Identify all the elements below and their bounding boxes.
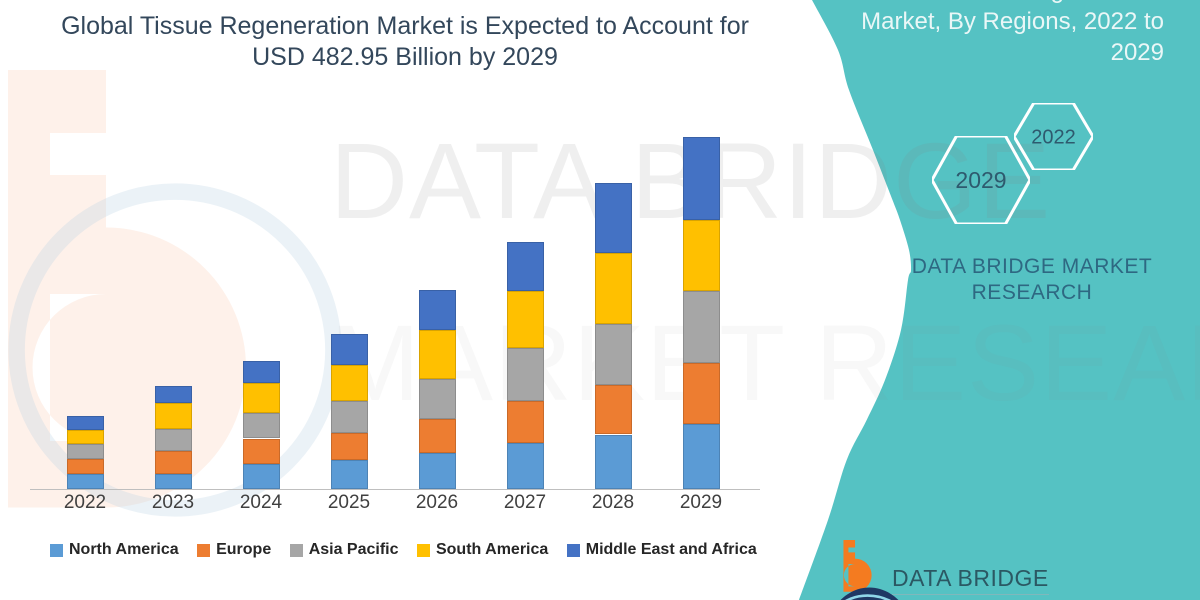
- svg-text:2029: 2029: [955, 167, 1006, 193]
- svg-text:2022: 2022: [1031, 126, 1076, 148]
